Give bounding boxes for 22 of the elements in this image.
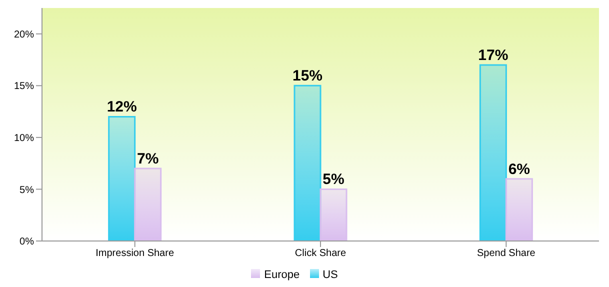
y-tick-label: 5% <box>20 184 34 196</box>
y-tick-label: 0% <box>20 236 34 248</box>
y-tick-label: 10% <box>14 132 34 144</box>
bar <box>320 188 348 241</box>
bar <box>505 178 533 241</box>
legend-label: US <box>322 269 338 281</box>
x-tick-label: Spend Share <box>476 248 536 260</box>
legend-label: Europe <box>264 269 300 281</box>
data-label: 6% <box>508 160 530 178</box>
y-tick-label: 20% <box>14 29 34 40</box>
bar <box>479 64 507 241</box>
data-label: 5% <box>322 171 344 188</box>
data-label: 12% <box>106 98 137 116</box>
x-tick-label: Impression Share <box>96 248 174 260</box>
bar <box>134 168 162 241</box>
bar <box>108 116 136 241</box>
x-tick-label: Click Share <box>294 248 346 260</box>
data-label: 7% <box>136 150 159 168</box>
data-label: 15% <box>292 68 323 85</box>
bar <box>294 84 322 241</box>
y-tick-label: 15% <box>14 81 34 92</box>
data-label: 17% <box>478 46 508 64</box>
